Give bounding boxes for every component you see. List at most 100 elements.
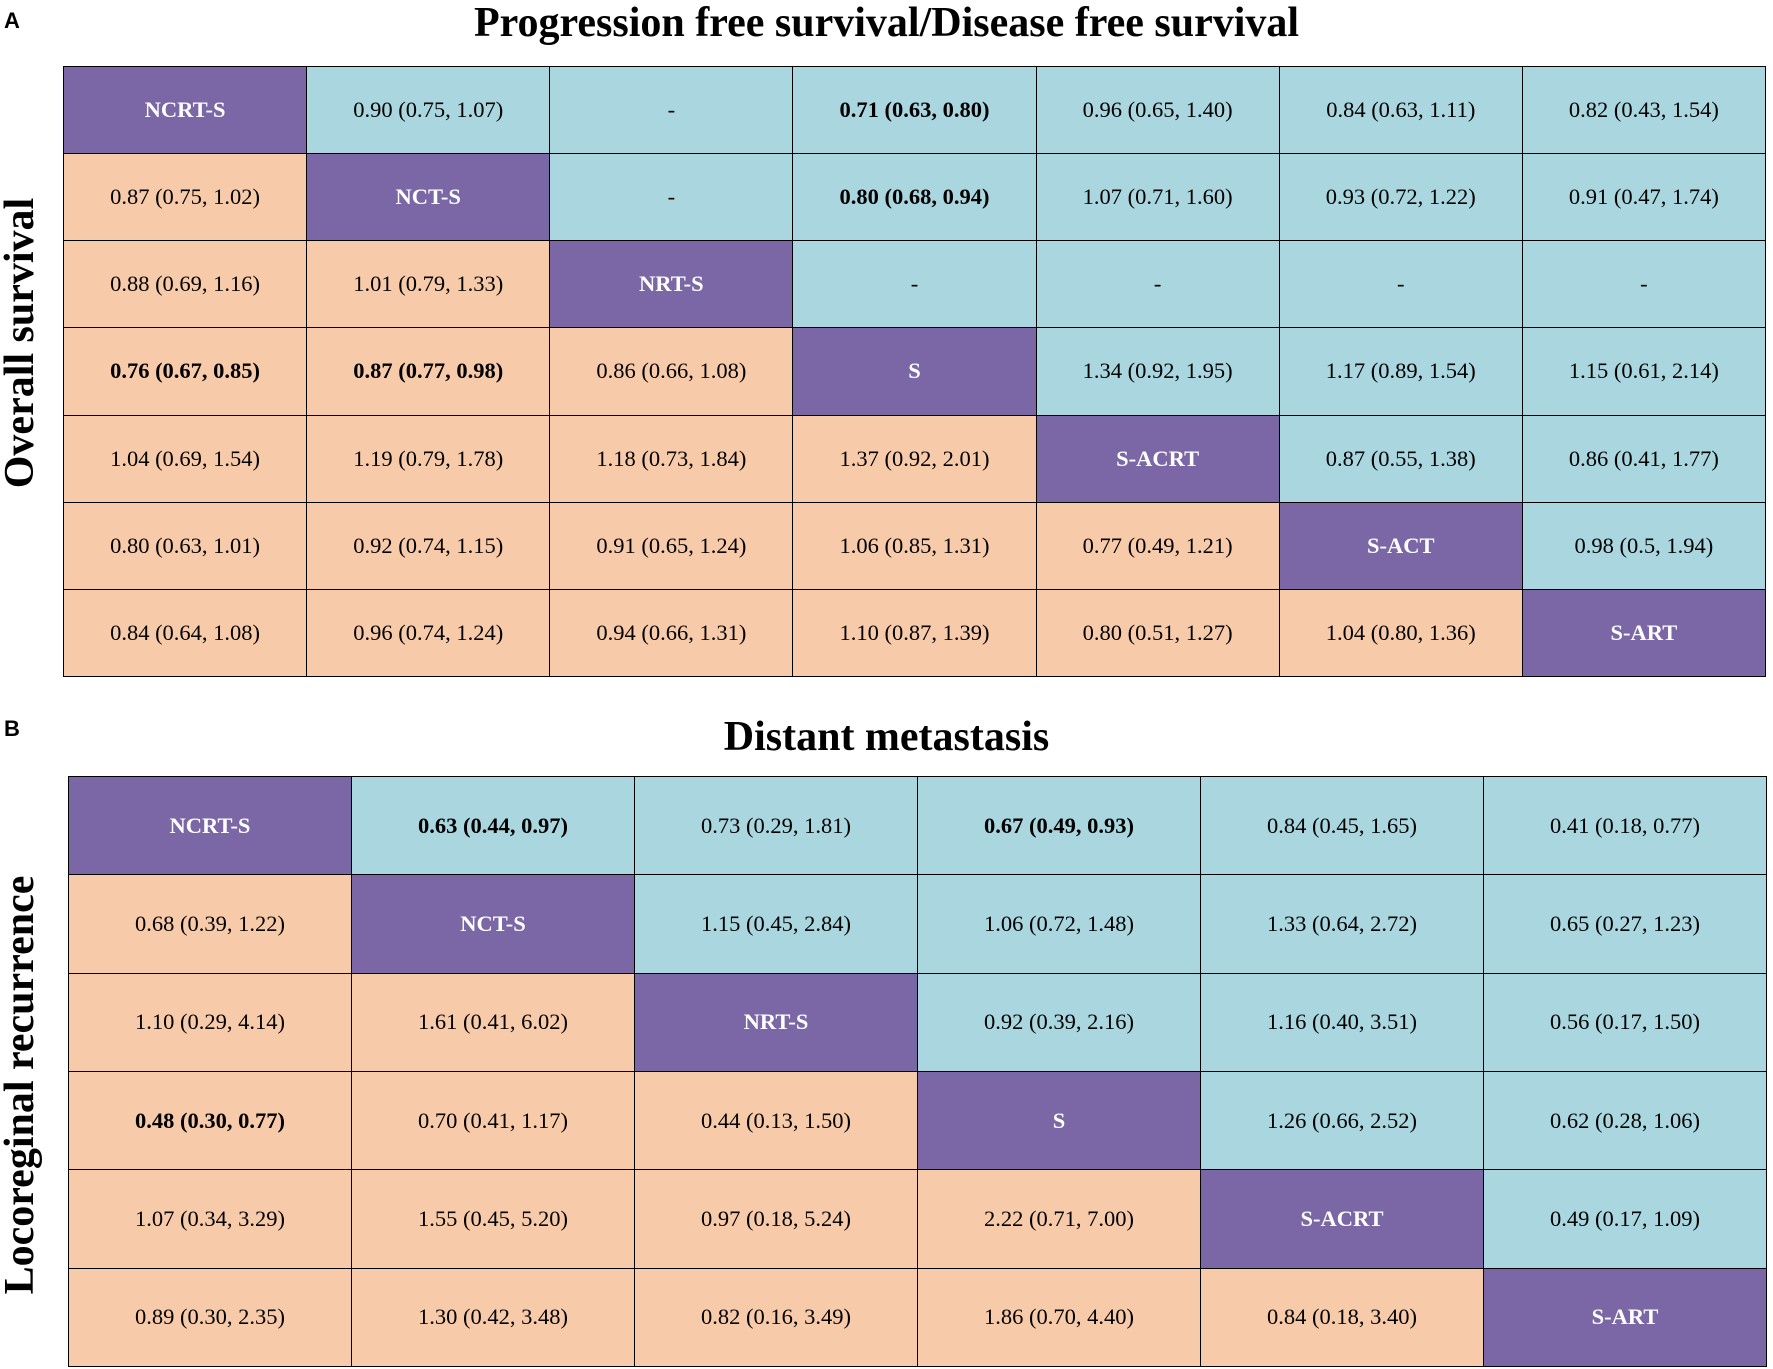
panel-a-estimate-cell: 1.17 (0.89, 1.54) xyxy=(1279,328,1522,415)
panel-a-treatment-label: NCRT-S xyxy=(64,67,307,154)
panel-a-row: 0.80 (0.63, 1.01) 0.92 (0.74, 1.15) 0.91 (… xyxy=(64,502,1766,589)
panel-a-treatment-label: S-ACRT xyxy=(1036,415,1279,502)
panel-a-estimate-cell: 0.96 (0.65, 1.40) xyxy=(1036,67,1279,154)
panel-a-estimate-cell: 1.18 (0.73, 1.84) xyxy=(550,415,793,502)
panel-a-estimate-cell: 0.91 (0.47, 1.74) xyxy=(1522,154,1765,241)
panel-a-estimate-cell: 1.04 (0.80, 1.36) xyxy=(1279,589,1522,676)
panel-a-treatment-label: NCT-S xyxy=(307,154,550,241)
panel-a-estimate-cell: 1.04 (0.69, 1.54) xyxy=(64,415,307,502)
panel-b-estimate-cell: 0.82 (0.16, 3.49) xyxy=(635,1268,918,1366)
panel-b-row: NCRT-S 0.63 (0.44, 0.97) 0.73 (0.29, 1.81)… xyxy=(69,777,1767,875)
panel-b-treatment-label: NCRT-S xyxy=(69,777,352,875)
panel-a-estimate-cell: 1.37 (0.92, 2.01) xyxy=(793,415,1036,502)
panel-b-estimate-cell: 1.30 (0.42, 3.48) xyxy=(352,1268,635,1366)
panel-b-title: Distant metastasis xyxy=(0,716,1773,758)
panel-b-estimate-cell: 0.84 (0.45, 1.65) xyxy=(1201,777,1484,875)
panel-b-estimate-cell: 0.68 (0.39, 1.22) xyxy=(69,875,352,973)
panel-a-estimate-cell: 0.84 (0.64, 1.08) xyxy=(64,589,307,676)
panel-b-estimate-cell: 1.16 (0.40, 3.51) xyxy=(1201,973,1484,1071)
panel-b-estimate-cell: 1.33 (0.64, 2.72) xyxy=(1201,875,1484,973)
panel-a-side-label: Overall survival xyxy=(0,198,41,488)
panel-a-estimate-cell: 0.87 (0.75, 1.02) xyxy=(64,154,307,241)
panel-a-row: 0.88 (0.69, 1.16) 1.01 (0.79, 1.33) NRT-S -… xyxy=(64,241,1766,328)
panel-a-estimate-cell: 0.77 (0.49, 1.21) xyxy=(1036,502,1279,589)
panel-a-treatment-label: S-ART xyxy=(1522,589,1765,676)
panel-b-row: 0.68 (0.39, 1.22) NCT-S 1.15 (0.45, 2.84) 1… xyxy=(69,875,1767,973)
panel-a-estimate-cell: 1.01 (0.79, 1.33) xyxy=(307,241,550,328)
panel-a-estimate-cell: 0.86 (0.66, 1.08) xyxy=(550,328,793,415)
panel-a-estimate-cell: - xyxy=(550,67,793,154)
panel-a-estimate-cell: 0.80 (0.51, 1.27) xyxy=(1036,589,1279,676)
panel-b-estimate-cell: 2.22 (0.71, 7.00) xyxy=(918,1170,1201,1268)
panel-a-estimate-cell: 0.93 (0.72, 1.22) xyxy=(1279,154,1522,241)
panel-b-row: 1.10 (0.29, 4.14) 1.61 (0.41, 6.02) NRT-S 0… xyxy=(69,973,1767,1071)
panel-b-estimate-cell: 1.07 (0.34, 3.29) xyxy=(69,1170,352,1268)
panel-b-estimate-cell: 1.61 (0.41, 6.02) xyxy=(352,973,635,1071)
panel-a-row: 0.84 (0.64, 1.08) 0.96 (0.74, 1.24) 0.94 (… xyxy=(64,589,1766,676)
panel-a-estimate-cell: 0.87 (0.55, 1.38) xyxy=(1279,415,1522,502)
panel-b-estimate-cell: 0.89 (0.30, 2.35) xyxy=(69,1268,352,1366)
panel-a-estimate-cell: 0.94 (0.66, 1.31) xyxy=(550,589,793,676)
panel-a-estimate-cell: - xyxy=(1036,241,1279,328)
panel-b-side-label: Locoreginal recurrence xyxy=(0,876,41,1295)
panel-a-estimate-cell: 0.87 (0.77, 0.98) xyxy=(307,328,550,415)
panel-a-estimate-cell: 0.92 (0.74, 1.15) xyxy=(307,502,550,589)
panel-a-estimate-cell: 0.96 (0.74, 1.24) xyxy=(307,589,550,676)
panel-a-comparison-table: NCRT-S 0.90 (0.75, 1.07) -0.71 (0.63, 0.80… xyxy=(63,66,1766,677)
panel-a-estimate-cell: 1.19 (0.79, 1.78) xyxy=(307,415,550,502)
panel-a-estimate-cell: 0.98 (0.5, 1.94) xyxy=(1522,502,1765,589)
panel-b-estimate-cell: 0.84 (0.18, 3.40) xyxy=(1201,1268,1484,1366)
panel-b-estimate-cell: 1.10 (0.29, 4.14) xyxy=(69,973,352,1071)
panel-b-estimate-cell: 1.86 (0.70, 4.40) xyxy=(918,1268,1201,1366)
panel-b-treatment-label: S-ART xyxy=(1484,1268,1767,1366)
panel-b-comparison-table: NCRT-S 0.63 (0.44, 0.97) 0.73 (0.29, 1.81)… xyxy=(68,776,1767,1367)
panel-a-estimate-cell: 1.07 (0.71, 1.60) xyxy=(1036,154,1279,241)
panel-a-estimate-cell: - xyxy=(1279,241,1522,328)
panel-a-estimate-cell: 0.90 (0.75, 1.07) xyxy=(307,67,550,154)
panel-a-treatment-label: S-ACT xyxy=(1279,502,1522,589)
panel-b-estimate-cell: 0.41 (0.18, 0.77) xyxy=(1484,777,1767,875)
panel-b-estimate-cell: 0.67 (0.49, 0.93) xyxy=(918,777,1201,875)
panel-a-estimate-cell: 1.15 (0.61, 2.14) xyxy=(1522,328,1765,415)
panel-b-estimate-cell: 0.92 (0.39, 2.16) xyxy=(918,973,1201,1071)
panel-b-row: 0.89 (0.30, 2.35) 1.30 (0.42, 3.48) 0.82 (… xyxy=(69,1268,1767,1366)
panel-a-estimate-cell: 0.80 (0.63, 1.01) xyxy=(64,502,307,589)
panel-a-estimate-cell: - xyxy=(1522,241,1765,328)
panel-a-estimate-cell: - xyxy=(793,241,1036,328)
panel-b-estimate-cell: 0.65 (0.27, 1.23) xyxy=(1484,875,1767,973)
panel-a-estimate-cell: 0.88 (0.69, 1.16) xyxy=(64,241,307,328)
panel-b-estimate-cell: 0.62 (0.28, 1.06) xyxy=(1484,1071,1767,1169)
panel-b-row: 1.07 (0.34, 3.29) 1.55 (0.45, 5.20) 0.97 (… xyxy=(69,1170,1767,1268)
panel-a-estimate-cell: - xyxy=(550,154,793,241)
panel-b-row: 0.48 (0.30, 0.77) 0.70 (0.41, 1.17) 0.44 (… xyxy=(69,1071,1767,1169)
panel-a-estimate-cell: 0.80 (0.68, 0.94) xyxy=(793,154,1036,241)
panel-a-estimate-cell: 0.86 (0.41, 1.77) xyxy=(1522,415,1765,502)
panel-a-estimate-cell: 1.10 (0.87, 1.39) xyxy=(793,589,1036,676)
panel-b-estimate-cell: 1.26 (0.66, 2.52) xyxy=(1201,1071,1484,1169)
panel-b-treatment-label: NRT-S xyxy=(635,973,918,1071)
panel-a-estimate-cell: 0.76 (0.67, 0.85) xyxy=(64,328,307,415)
panel-a-row: 1.04 (0.69, 1.54) 1.19 (0.79, 1.78) 1.18 (… xyxy=(64,415,1766,502)
panel-a-estimate-cell: 0.71 (0.63, 0.80) xyxy=(793,67,1036,154)
panel-a-title: Progression free survival/Disease free s… xyxy=(0,2,1773,44)
panel-a-estimate-cell: 1.34 (0.92, 1.95) xyxy=(1036,328,1279,415)
panel-b-estimate-cell: 0.49 (0.17, 1.09) xyxy=(1484,1170,1767,1268)
panel-b-treatment-label: S xyxy=(918,1071,1201,1169)
panel-a-treatment-label: NRT-S xyxy=(550,241,793,328)
panel-b-estimate-cell: 0.73 (0.29, 1.81) xyxy=(635,777,918,875)
panel-a-estimate-cell: 0.91 (0.65, 1.24) xyxy=(550,502,793,589)
panel-a-treatment-label: S xyxy=(793,328,1036,415)
panel-b-treatment-label: S-ACRT xyxy=(1201,1170,1484,1268)
panel-b-estimate-cell: 1.06 (0.72, 1.48) xyxy=(918,875,1201,973)
panel-a-estimate-cell: 0.84 (0.63, 1.11) xyxy=(1279,67,1522,154)
panel-b-estimate-cell: 1.15 (0.45, 2.84) xyxy=(635,875,918,973)
panel-b-estimate-cell: 0.56 (0.17, 1.50) xyxy=(1484,973,1767,1071)
panel-a-estimate-cell: 0.82 (0.43, 1.54) xyxy=(1522,67,1765,154)
panel-a-row: NCRT-S 0.90 (0.75, 1.07) -0.71 (0.63, 0.80… xyxy=(64,67,1766,154)
panel-a-row: 0.87 (0.75, 1.02) NCT-S -0.80 (0.68, 0.94)… xyxy=(64,154,1766,241)
panel-b-estimate-cell: 0.97 (0.18, 5.24) xyxy=(635,1170,918,1268)
panel-b-estimate-cell: 0.44 (0.13, 1.50) xyxy=(635,1071,918,1169)
panel-b-treatment-label: NCT-S xyxy=(352,875,635,973)
panel-b-estimate-cell: 1.55 (0.45, 5.20) xyxy=(352,1170,635,1268)
panel-a-row: 0.76 (0.67, 0.85) 0.87 (0.77, 0.98) 0.86 (… xyxy=(64,328,1766,415)
